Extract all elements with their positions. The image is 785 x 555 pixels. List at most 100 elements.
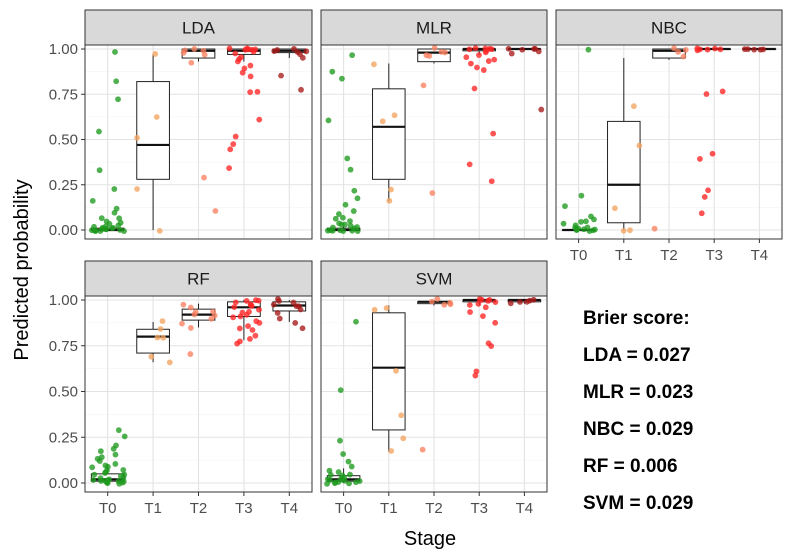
point-lda-t3 [250,48,257,55]
point-svm-t0 [346,480,352,487]
point-rf-t4 [299,325,306,332]
x-tick-label: T2 [190,500,208,517]
point-lda-t3 [230,141,237,147]
brier-rf: RF = 0.006 [583,456,678,477]
point-mlr-t0 [340,214,346,221]
point-svm-t0 [324,480,330,487]
point-lda-t3 [232,50,239,57]
point-rf-t0 [121,433,128,440]
point-svm-t3 [492,319,499,326]
point-svm-t0 [348,463,355,470]
point-nbc-t1 [627,227,633,234]
point-rf-t4 [274,310,281,316]
point-mlr-t0 [354,228,361,234]
point-rf-t2 [187,304,194,311]
point-mlr-t3 [476,52,482,59]
point-lda-t3 [247,89,254,96]
point-rf-t3 [247,335,253,342]
point-lda-t1 [134,186,140,192]
point-svm-t0 [341,477,348,484]
box-rf-t1 [136,328,170,354]
point-nbc-t0 [581,226,587,233]
point-mlr-t4 [519,46,526,53]
x-tick-label: T1 [615,247,633,264]
point-svm-t3 [488,343,495,349]
box-nbc-t1 [607,120,641,224]
point-lda-t1 [153,114,160,120]
point-svm-t2 [419,446,426,453]
y-tick-label: 0.00 [49,222,78,239]
point-rf-t0 [98,478,104,484]
point-nbc-t2 [680,53,687,60]
point-nbc-t3 [701,194,708,200]
point-rf-t4 [276,298,282,304]
x-tick-label: T2 [425,500,443,517]
point-mlr-t0 [344,155,351,162]
point-rf-t0 [110,445,117,452]
x-tick-label: T3 [705,247,723,264]
point-mlr-t3 [488,178,495,185]
strip-rf [84,260,313,297]
x-tick-label: T0 [335,500,353,517]
point-rf-t2 [187,325,194,331]
point-nbc-t3 [697,156,703,162]
point-rf-t3 [252,332,259,339]
point-rf-t0 [104,480,111,486]
point-lda-t0 [117,227,123,233]
strip-label-lda: LDA [182,19,216,38]
point-svm-t0 [356,478,363,484]
point-mlr-t0 [347,218,353,225]
box-mlr-t1 [372,88,406,180]
point-lda-t2 [188,59,195,66]
point-rf-t3 [243,311,250,318]
point-nbc-t0 [583,218,589,225]
point-rf-t0 [96,458,103,464]
strip-label-mlr: MLR [416,19,452,38]
point-nbc-t3 [703,91,710,97]
point-lda-t3 [227,146,234,153]
point-lda-t3 [234,58,241,65]
point-svm-t1 [398,412,405,419]
point-nbc-t0 [591,216,597,223]
point-lda-t3 [247,73,254,80]
point-nbc-t3 [704,46,711,53]
point-lda-t0 [98,215,105,222]
point-nbc-t3 [698,210,705,217]
point-lda-t0 [113,78,120,85]
point-nbc-t3 [709,150,716,157]
point-mlr-t4 [508,50,515,57]
point-mlr-t3 [474,64,480,71]
brier-score-panel: Brier score: LDA = 0.027 MLR = 0.023 NBC… [583,300,783,522]
point-svm-t3 [467,309,473,315]
point-mlr-t0 [342,201,349,208]
point-lda-t3 [256,116,263,123]
strip-svm [320,260,548,297]
point-mlr-t0 [332,215,339,222]
point-rf-t0 [112,461,119,467]
point-lda-t4 [303,48,310,55]
brier-nbc: NBC = 0.029 [583,419,694,440]
point-svm-t0 [327,471,334,478]
point-lda-t0 [115,222,122,229]
brier-title: Brier score: [583,308,690,329]
point-mlr-t0 [329,68,336,75]
point-svm-t1 [400,435,407,442]
point-lda-t2 [180,49,187,56]
y-tick-label: 0.50 [49,132,78,149]
point-lda-t1 [152,51,159,57]
point-mlr-t2 [420,82,427,89]
strip-mlr [320,9,548,46]
point-mlr-t1 [371,61,377,68]
point-nbc-t4 [757,46,764,53]
point-lda-t4 [278,72,284,79]
point-mlr-t0 [354,195,361,202]
point-lda-t0 [96,167,103,174]
point-svm-t0 [335,469,342,475]
point-rf-t1 [154,334,161,341]
y-tick-label: 0.75 [49,86,78,103]
point-mlr-t4 [505,45,512,52]
point-mlr-t2 [429,190,436,196]
point-svm-t3 [475,300,482,307]
point-rf-t2 [208,315,215,322]
